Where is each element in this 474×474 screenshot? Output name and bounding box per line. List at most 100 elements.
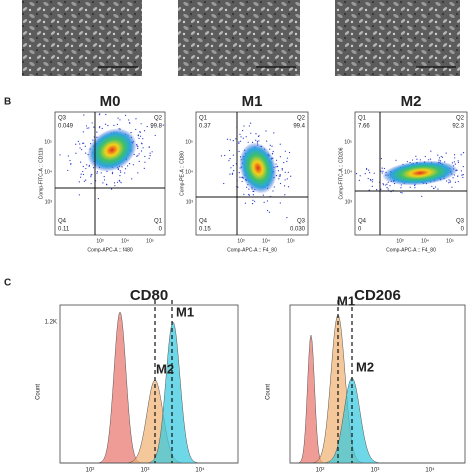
event-dot [128,163,131,165]
event-dot [85,152,87,154]
event-dot [462,165,464,168]
event-dot [255,133,257,135]
event-dot [96,172,98,174]
event-dot [371,185,373,187]
event-dot [144,161,146,163]
quadrant-value: 0.15 [199,227,211,233]
event-dot [277,165,279,167]
event-dot [135,118,137,120]
event-dot [242,137,244,139]
event-dot [385,184,387,186]
event-dot [286,160,288,163]
event-dot [382,184,385,186]
y-axis-label: Comp-PE-A :: CD80 [179,151,185,196]
event-dot [441,156,444,158]
histogram-title: CD80 [130,287,168,304]
event-dot [126,165,129,167]
event-dot [287,171,289,173]
event-dot [454,181,457,183]
y-tick-label: 10⁵ [344,139,352,145]
event-dot [144,155,146,158]
event-dot [151,151,153,153]
event-dot [104,123,107,125]
event-dot [229,173,231,175]
event-dot [451,186,453,188]
peak-label: M1 [337,293,355,308]
y-tick-label: 10⁴ [344,169,352,175]
event-dot [235,138,237,140]
event-dot [93,126,95,128]
x-axis-label: Comp-APC-A :: F4_80 [227,247,277,253]
event-dot [82,131,84,133]
event-dot [80,173,82,175]
density-cloud [87,128,137,172]
event-dot [400,187,402,189]
event-dot [82,142,84,144]
event-dot [85,179,87,181]
event-dot [457,181,459,183]
x-axis-label: Comp-APC-A :: f480 [87,247,133,253]
event-dot [457,175,459,177]
quadrant-name: Q3 [58,116,67,122]
histogram-title: CD206 [354,287,401,304]
event-dot [124,168,127,170]
event-dot [137,155,139,157]
quadrant-value: 99.4 [293,124,305,130]
x-tick-label: 10⁵ [287,238,295,244]
event-dot [132,164,134,166]
event-dot [281,168,283,170]
event-dot [380,188,382,190]
x-tick-label: 10⁵ [146,238,154,244]
event-dot [80,176,82,178]
event-dot [428,159,430,161]
x-tick-label: 10⁴ [262,238,270,244]
y-tick-label: 10⁵ [185,139,193,145]
quadrant-name: Q4 [58,219,67,225]
y-axis-label: Comp-FITC-A :: CD206 [338,147,344,199]
event-dot [88,127,90,129]
event-dot [272,150,274,153]
y-tick-label: 10⁵ [44,139,52,145]
quadrant-value: 0.030 [290,227,306,233]
event-dot [231,173,234,175]
event-dot [119,119,121,121]
event-dot [283,162,285,164]
event-dot [139,131,141,133]
event-dot [141,143,143,145]
x-tick-label: 10² [86,468,95,474]
y-tick-label: 10⁴ [185,169,193,175]
event-dot [244,202,246,204]
event-dot [119,170,121,172]
event-dot [250,132,252,134]
event-dot [238,141,240,143]
event-dot [239,176,241,178]
density-cloud [239,142,277,194]
event-dot [80,161,82,163]
event-dot [75,152,77,154]
event-dot [82,170,84,173]
event-dot [273,132,275,134]
quadrant-value: 0.37 [199,124,211,130]
event-dot [142,147,144,149]
x-axis-label: Comp-APC-A :: F4_80 [386,247,436,253]
quadrant-value: 92.3 [452,124,464,130]
event-dot [358,179,360,181]
event-dot [105,113,107,116]
event-dot [383,167,386,170]
event-dot [124,114,127,117]
y-axis-label: Comp-FITC-A :: CD11b [38,147,44,199]
event-dot [84,145,86,147]
event-dot [124,172,126,174]
quadrant-name: Q1 [199,116,208,122]
event-dot [382,183,384,185]
event-dot [82,173,85,176]
x-tick-label: 10⁵ [446,238,454,244]
event-dot [277,170,279,172]
event-dot [387,188,389,190]
event-dot [439,160,442,162]
event-dot [281,169,283,171]
event-dot [255,139,257,141]
x-tick-label: 10³ [237,238,245,244]
event-dot [448,182,450,184]
